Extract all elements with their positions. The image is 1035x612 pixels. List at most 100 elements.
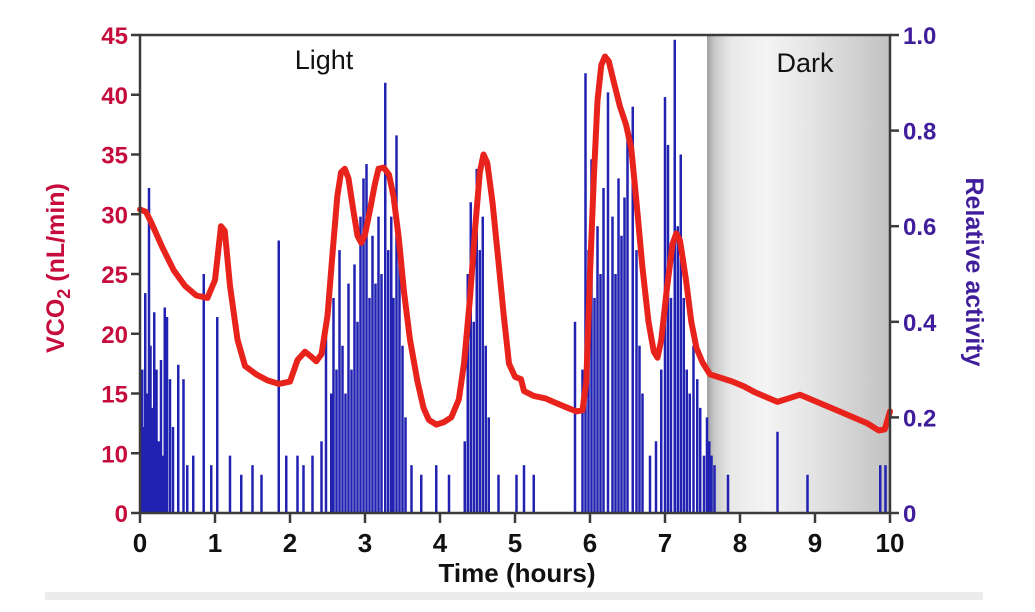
activity-bar	[311, 455, 314, 513]
activity-bar	[147, 187, 151, 513]
left-axis-title: VCO2 (nL/min)	[42, 118, 74, 418]
activity-bar	[285, 455, 288, 513]
activity-bar	[669, 297, 673, 513]
activity-bar	[666, 144, 670, 513]
activity-bar	[374, 283, 377, 513]
activity-bar	[216, 317, 219, 513]
activity-bar	[599, 274, 602, 513]
activity-bar	[159, 360, 163, 513]
activity-bar	[182, 379, 185, 513]
activity-bar	[157, 441, 160, 513]
activity-bar	[702, 455, 706, 513]
activity-bar	[696, 379, 699, 513]
activity-bar	[673, 39, 676, 513]
activity-bar	[387, 250, 390, 513]
activity-bar	[584, 73, 587, 514]
activity-bar	[532, 474, 535, 513]
activity-bar	[384, 82, 387, 514]
x-tick-label: 6	[583, 528, 597, 558]
left-tick-label: 30	[101, 202, 128, 229]
x-tick-label: 2	[283, 528, 297, 558]
activity-bar	[635, 250, 638, 513]
activity-bar	[708, 441, 711, 513]
x-tick-label: 8	[733, 528, 747, 558]
activity-bar	[620, 235, 623, 513]
activity-bars	[141, 39, 887, 514]
activity-bar	[330, 393, 333, 513]
activity-bar	[617, 178, 620, 513]
activity-bar	[682, 297, 685, 513]
activity-bar	[699, 407, 702, 513]
x-tick-label: 5	[508, 528, 522, 558]
activity-bar	[210, 465, 213, 513]
activity-bar	[260, 474, 263, 513]
left-axis-title-sub: 2	[54, 288, 74, 299]
activity-bar	[302, 465, 305, 513]
left-tick-label: 15	[101, 382, 128, 409]
activity-bar	[362, 178, 365, 513]
activity-bar	[344, 393, 347, 513]
activity-bar	[359, 216, 362, 513]
activity-bar	[398, 250, 401, 513]
figure-bottom-strip	[45, 592, 983, 600]
activity-bar	[410, 465, 413, 513]
activity-bar	[377, 216, 380, 513]
activity-bar	[145, 393, 148, 513]
activity-bar	[641, 393, 644, 513]
left-tick-label: 0	[115, 501, 128, 528]
activity-bar	[726, 474, 730, 513]
x-tick-label: 9	[808, 528, 822, 558]
activity-bar	[515, 474, 518, 513]
x-tick-label: 7	[658, 528, 672, 558]
activity-bar	[631, 106, 634, 513]
right-tick-label: 0.8	[903, 119, 936, 146]
activity-bar	[240, 474, 243, 513]
activity-bar	[466, 274, 469, 513]
activity-bar	[392, 297, 395, 513]
activity-bar	[648, 455, 652, 513]
activity-bar	[404, 417, 407, 513]
activity-bar	[155, 369, 158, 513]
activity-bar	[153, 312, 156, 513]
activity-bar	[654, 441, 658, 513]
activity-bar	[472, 321, 475, 513]
activity-bar	[660, 369, 663, 513]
activity-bar	[776, 431, 779, 513]
activity-bar	[611, 216, 614, 513]
activity-bar	[162, 455, 165, 513]
x-tick-label: 0	[133, 528, 147, 558]
activity-bar	[497, 474, 500, 513]
activity-bar	[685, 369, 688, 513]
right-tick-label: 1.0	[903, 23, 936, 50]
activity-bar	[177, 364, 180, 513]
activity-bar	[469, 202, 472, 514]
x-tick-label: 3	[358, 528, 372, 558]
activity-bar	[150, 407, 154, 513]
right-tick-label: 0.4	[903, 310, 937, 337]
activity-bar	[590, 159, 593, 513]
activity-bar	[626, 130, 629, 513]
activity-bar	[380, 274, 383, 513]
activity-bar	[676, 226, 679, 513]
activity-bar	[879, 465, 882, 513]
activity-bar	[320, 441, 323, 513]
activity-bar	[679, 154, 682, 513]
activity-bar	[606, 92, 610, 514]
right-axis-title: Relative activity	[960, 177, 988, 367]
right-tick-label: 0.2	[903, 405, 936, 432]
activity-bar	[228, 455, 232, 513]
activity-bar	[806, 474, 809, 513]
activity-bar	[390, 216, 393, 513]
activity-bar	[365, 164, 368, 513]
activity-bar	[347, 283, 350, 513]
activity-bar	[593, 297, 596, 513]
activity-bar	[277, 240, 280, 514]
activity-bar	[884, 465, 887, 513]
activity-bar	[142, 426, 145, 513]
left-tick-label: 25	[101, 262, 128, 289]
activity-bar	[602, 187, 605, 513]
left-tick-label: 10	[101, 441, 128, 468]
activity-bar	[338, 250, 341, 513]
activity-bar	[710, 455, 713, 513]
left-tick-label: 45	[101, 23, 128, 50]
